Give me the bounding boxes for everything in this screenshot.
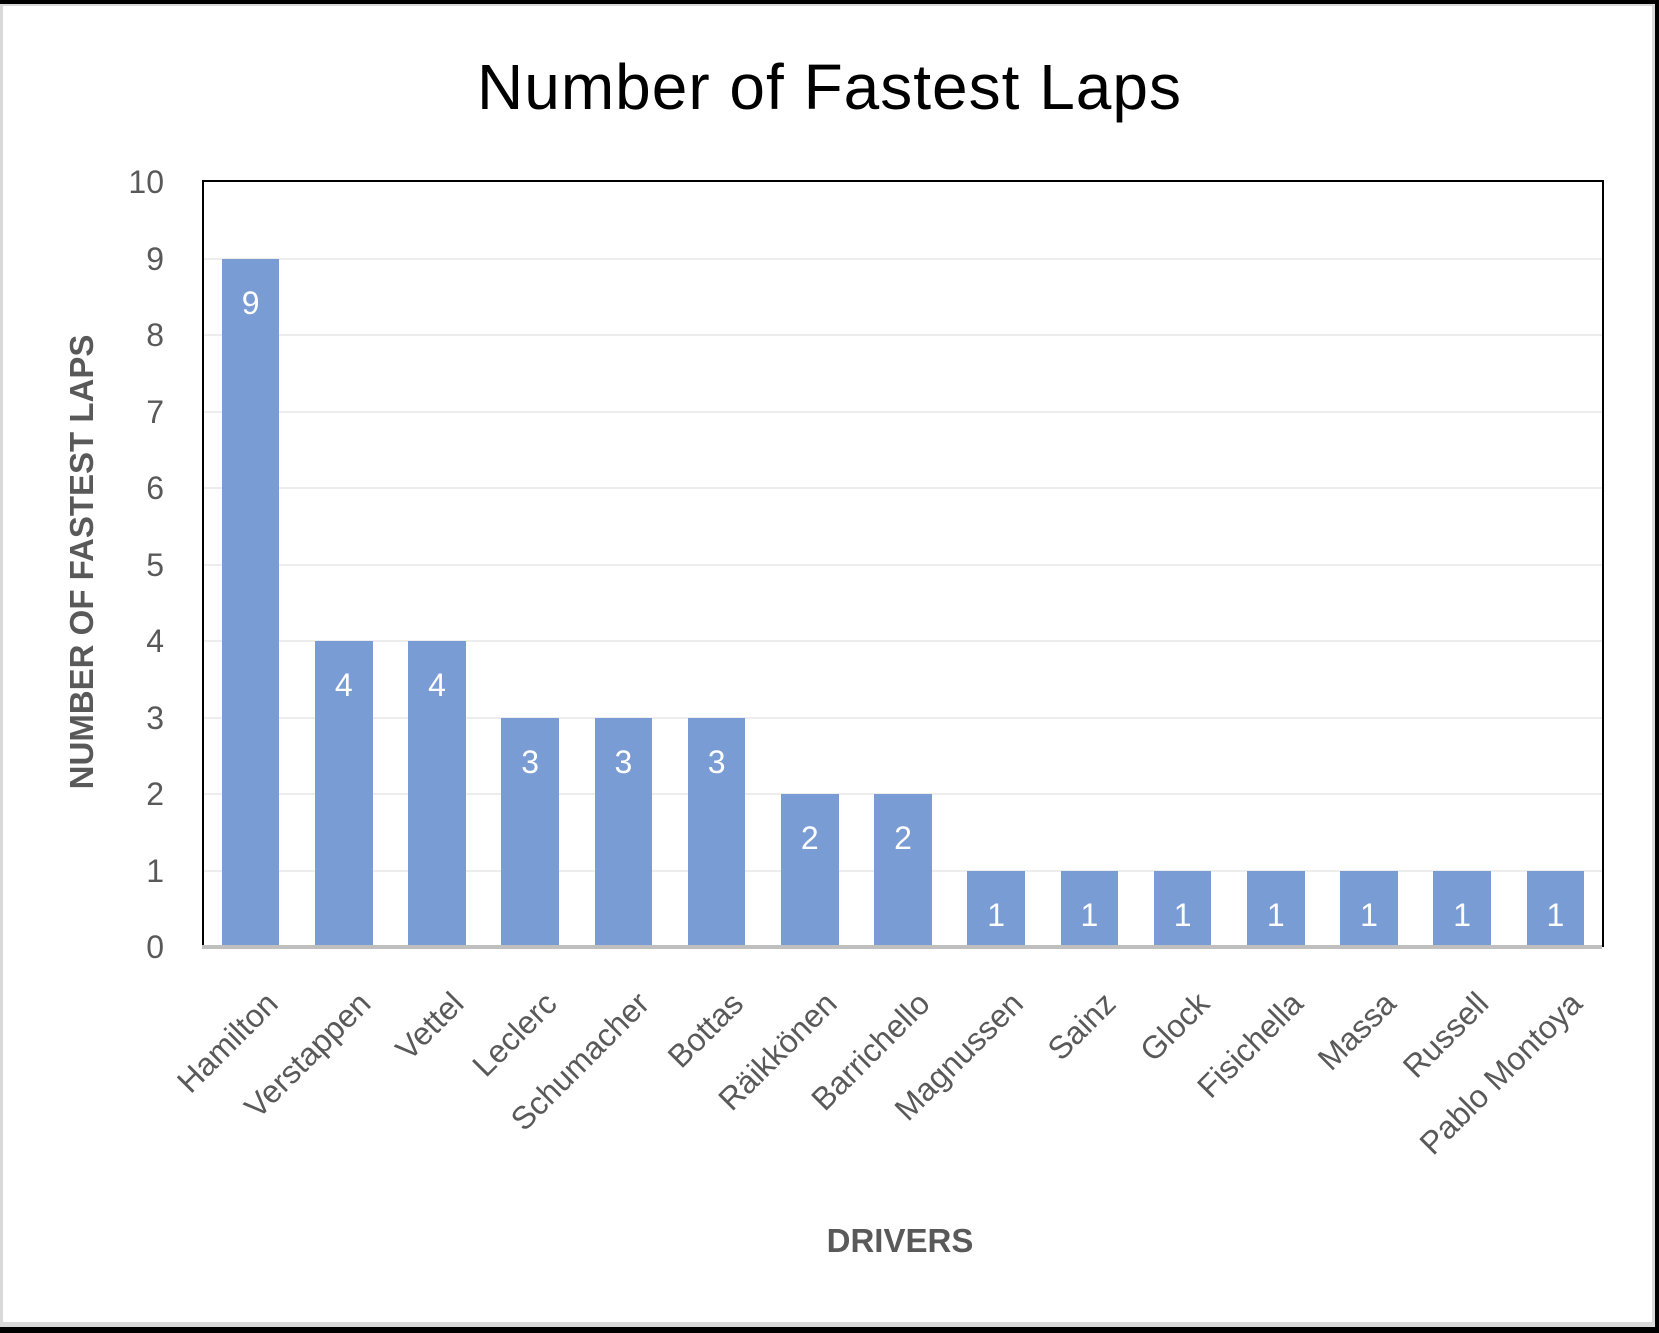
gridline [204, 257, 1602, 260]
y-axis-title: NUMBER OF FASTEST LAPS [63, 334, 100, 790]
bar-value-label: 3 [707, 743, 726, 780]
y-tick-label: 9 [146, 240, 164, 277]
gridline [204, 487, 1602, 489]
x-tick-label: Massa [1310, 985, 1403, 1078]
bar-value-label: 2 [894, 820, 912, 856]
plot-area: 9 4 4 3 3 3 2 2 1 1 1 1 1 1 1 [202, 180, 1604, 947]
gridline [204, 563, 1602, 566]
bar-value-label: 4 [428, 667, 446, 703]
bar-value-label: 3 [614, 743, 633, 780]
gridline [204, 640, 1602, 642]
x-tick-label: Bottas [660, 985, 750, 1075]
chart-frame [0, 4, 1655, 1327]
y-tick-label: 2 [146, 776, 164, 812]
x-tick-label: Sainz [1040, 985, 1123, 1068]
x-tick-label: Pablo Montoya [1412, 985, 1590, 1162]
bar-value-label: 3 [521, 743, 540, 780]
x-tick-label: Vettel [388, 985, 471, 1068]
bar-value-label: 1 [1360, 896, 1378, 933]
bar: 1 [967, 870, 1026, 947]
bar-value-label: 1 [1546, 896, 1565, 933]
y-tick-label: 6 [146, 470, 164, 506]
bar: 1 [1153, 870, 1212, 947]
bar-value-label: 4 [334, 667, 353, 703]
bar: 1 [1246, 870, 1305, 947]
bar-value-label: 1 [1173, 896, 1192, 933]
y-tick-label: 8 [146, 317, 164, 353]
y-tick-label: 0 [146, 929, 164, 965]
bar-value-label: 2 [800, 820, 819, 856]
bar: 1 [1060, 870, 1119, 947]
chart-title: Number of Fastest Laps [477, 51, 1182, 123]
bar-value-label: 1 [1266, 896, 1285, 933]
bar-value-label: 9 [241, 284, 260, 321]
y-tick-label: 7 [146, 393, 164, 430]
bar: 4 [408, 641, 466, 947]
bar: 1 [1526, 870, 1585, 947]
gridline [204, 410, 1602, 413]
gridline [204, 716, 1602, 719]
x-axis-line [202, 945, 1602, 949]
bar-value-label: 1 [987, 896, 1006, 933]
y-tick-label: 10 [128, 164, 164, 200]
bar: 1 [1340, 870, 1398, 947]
x-axis-title: DRIVERS [826, 1222, 974, 1259]
bar-value-label: 1 [1453, 896, 1472, 933]
bar: 3 [594, 717, 653, 947]
x-tick-label: Glock [1132, 985, 1216, 1069]
y-tick-label: 3 [146, 699, 164, 736]
bar: 9 [221, 258, 280, 947]
bar: 1 [1433, 870, 1492, 947]
bar: 2 [780, 794, 839, 947]
y-tick-label: 1 [146, 852, 164, 889]
y-tick-label: 4 [146, 623, 164, 659]
bar: 3 [501, 717, 560, 947]
bar: 4 [314, 641, 373, 947]
bar-value-label: 1 [1080, 896, 1099, 933]
bar: 2 [874, 794, 932, 947]
bar: 3 [687, 717, 746, 947]
y-tick-label: 5 [146, 546, 164, 583]
gridline [204, 334, 1602, 336]
